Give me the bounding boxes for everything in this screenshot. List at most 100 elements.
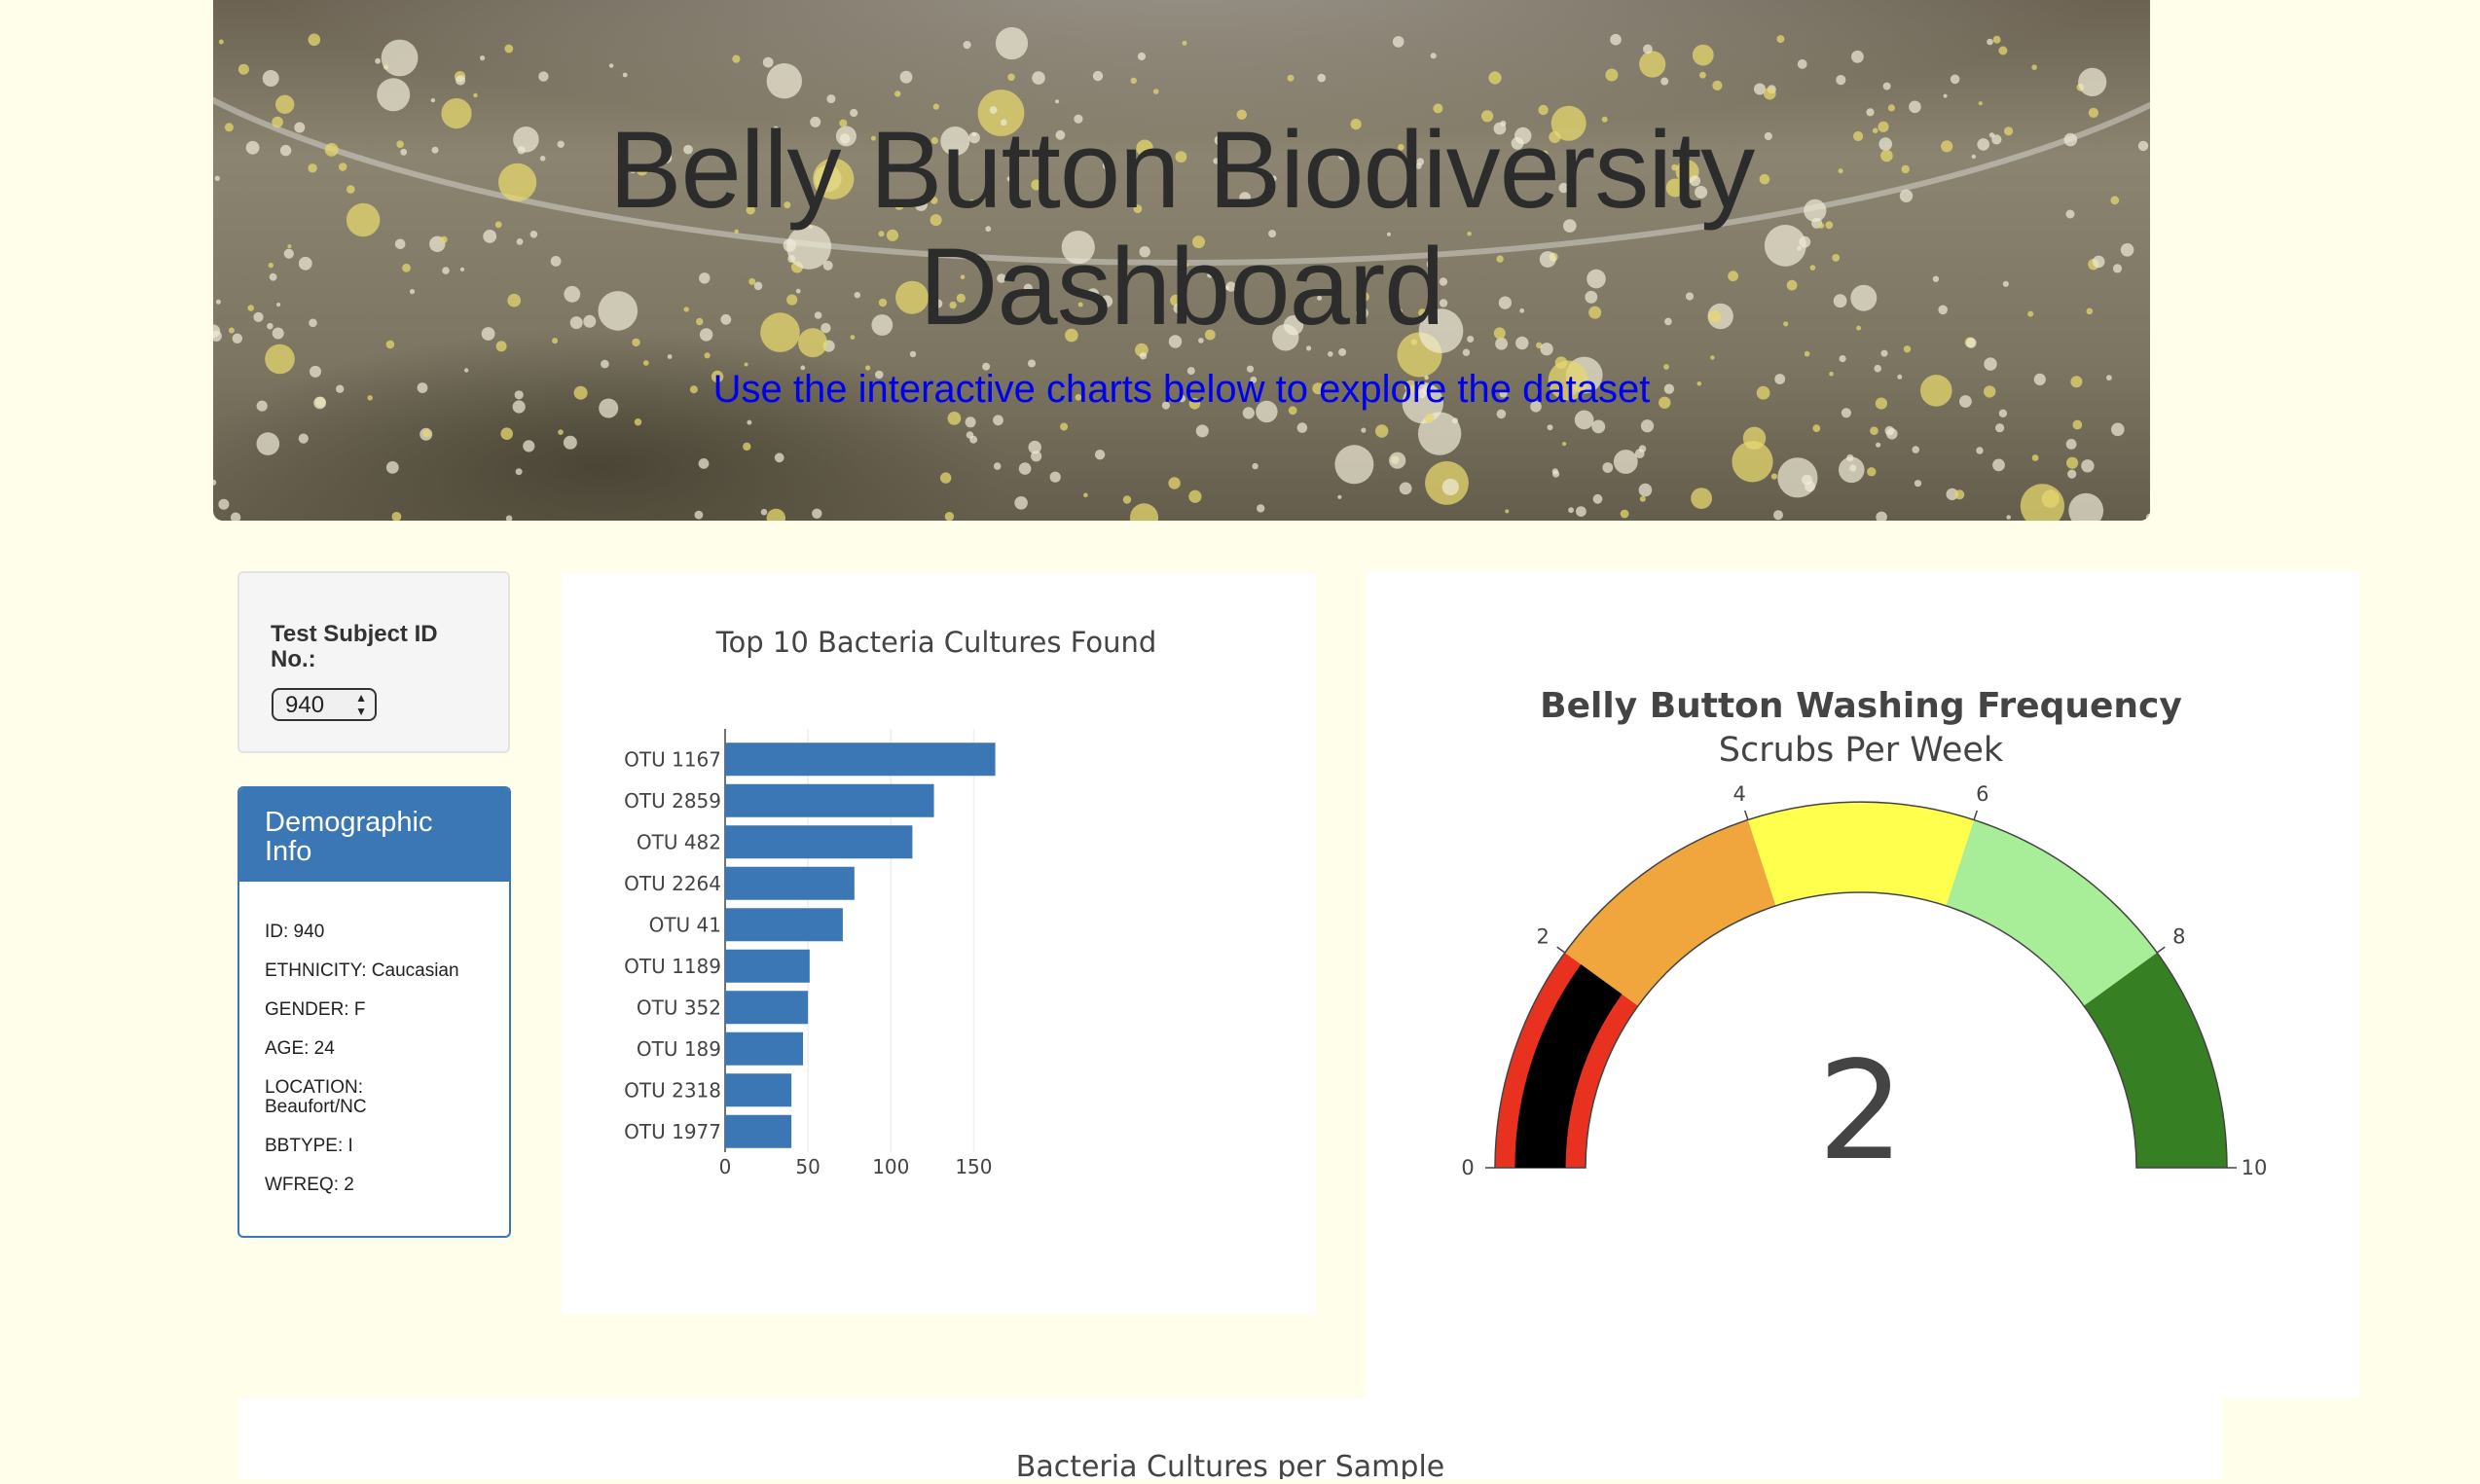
colony-dot [1481, 110, 1494, 123]
bar-chart[interactable]: Top 10 Bacteria Cultures Found 0 50 100 150 O… [562, 573, 1316, 1315]
colony-dot [748, 277, 756, 285]
colony-dot [1028, 440, 1041, 454]
gauge-step [1564, 819, 1776, 1006]
colony-dot [696, 317, 704, 326]
gauge-step [2083, 952, 2227, 1168]
colony-dot [894, 199, 905, 210]
colony-dot [1764, 131, 1772, 141]
colony-dot [1639, 51, 1666, 78]
colony-dot [744, 362, 748, 367]
colony-dot [298, 433, 309, 444]
colony-dot [2086, 308, 2094, 315]
colony-dot [385, 461, 399, 474]
colony-dot [634, 418, 642, 426]
colony-dot [1530, 401, 1542, 413]
colony-dot [1774, 374, 1786, 384]
subject-id-select[interactable]: 940 ▲ ▼ [272, 688, 377, 721]
colony-dot [1610, 33, 1622, 46]
colony-dot [1283, 315, 1304, 336]
colony-dot [1060, 422, 1069, 431]
colony-dot [1007, 73, 1015, 82]
colony-dot [949, 301, 957, 309]
colony-dot [1659, 396, 1671, 409]
colony-dot [1992, 35, 2001, 44]
bubble-chart[interactable]: Bacteria Cultures per Sample [237, 1398, 2223, 1484]
colony-dot [1462, 348, 1471, 356]
colony-dot [1836, 75, 1846, 86]
bar-category-label: OTU 1977 [624, 1120, 721, 1143]
colony-dot [1971, 154, 1977, 160]
colony-dot [1574, 410, 1594, 430]
colony-dot [1903, 345, 1912, 353]
colony-dot [1162, 154, 1169, 162]
colony-dot [944, 512, 955, 521]
colony-dot [968, 131, 980, 144]
colony-dot [1441, 478, 1459, 496]
colony-dot [732, 54, 741, 63]
colony-dot [760, 312, 800, 352]
colony-dot [430, 97, 436, 103]
bar-category-label: OTU 352 [637, 995, 721, 1019]
colony-dot [464, 368, 469, 373]
colony-dot [960, 274, 966, 280]
colony-dot [1671, 163, 1678, 171]
colony-dot [1638, 445, 1647, 453]
colony-dot [774, 452, 784, 463]
colony-dot [396, 140, 404, 148]
colony-dot [1175, 151, 1187, 163]
colony-dot [1899, 189, 1914, 202]
colony-dot [1696, 381, 1702, 386]
colony-dot [989, 106, 998, 114]
colony-dot [1296, 422, 1308, 433]
colony-dot [1909, 100, 1921, 114]
demographic-info-title: Demographic Info [239, 788, 509, 882]
x-tick-label: 0 [719, 1155, 732, 1178]
colony-dot [218, 39, 224, 45]
colony-dot [1499, 389, 1508, 398]
colony-dot [1398, 144, 1404, 151]
colony-dot [1213, 158, 1220, 164]
colony-dot [894, 90, 901, 97]
colony-dot [1976, 447, 1984, 454]
colony-dot [642, 360, 649, 366]
colony-dot [456, 75, 466, 86]
colony-dot [1505, 509, 1510, 514]
colony-dot [1422, 384, 1432, 395]
bar-category-label: OTU 2859 [624, 789, 721, 813]
colony-dot [2027, 310, 2034, 317]
colony-dot [1392, 36, 1404, 48]
colony-dot [1856, 325, 1862, 331]
colony-dot [1938, 305, 1948, 315]
colony-dot [402, 263, 411, 272]
colony-dot [854, 292, 860, 299]
colony-dot [1519, 308, 1525, 313]
colony-dot [1515, 336, 1529, 350]
bar-category-label: OTU 41 [649, 913, 721, 936]
colony-dot [1764, 87, 1776, 100]
colony-dot [1549, 130, 1561, 143]
colony-dot [1620, 509, 1629, 519]
colony-dot [1874, 364, 1881, 373]
colony-dot [1552, 470, 1560, 478]
colony-dot [218, 498, 230, 510]
colony-dot [2112, 264, 2123, 273]
gauge-chart[interactable]: Belly Button Washing Frequency Scrubs Per… [1367, 571, 2359, 1398]
colony-dot [308, 33, 321, 47]
colony-dot [1866, 108, 1875, 117]
colony-dot [569, 316, 583, 330]
x-tick-label: 100 [872, 1155, 909, 1178]
colony-dot [766, 63, 802, 99]
x-tick-label: 50 [795, 1155, 820, 1178]
colony-dot [878, 298, 888, 308]
colony-dot [1387, 232, 1391, 236]
colony-dot [1430, 53, 1437, 59]
colony-dot [865, 365, 871, 371]
colony-dot [720, 313, 732, 325]
colony-dot [784, 201, 791, 209]
colony-dot [237, 63, 249, 75]
colony-dot [734, 229, 739, 234]
colony-dot [1102, 161, 1112, 170]
colony-dot [1833, 294, 1847, 308]
colony-dot [1065, 328, 1078, 343]
colony-dot [850, 108, 858, 118]
